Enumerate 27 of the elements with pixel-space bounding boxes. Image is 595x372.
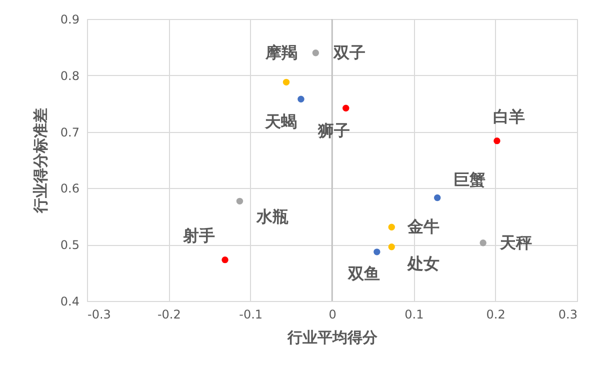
annotation: 双鱼 <box>346 264 380 283</box>
y-tick-label: 0.6 <box>60 182 80 196</box>
annotation: 狮子 <box>316 121 350 140</box>
x-tick-label: 0.2 <box>486 308 506 322</box>
x-tick-label: 0.3 <box>558 308 578 322</box>
y-tick-label: 0.9 <box>60 12 80 26</box>
annotation: 双子 <box>332 42 366 62</box>
y-tick-label: 0.7 <box>60 125 80 140</box>
x-tick-label: 0.1 <box>404 308 424 322</box>
annotation: 天蝎 <box>264 112 297 132</box>
annotation: 金牛 <box>406 217 440 236</box>
x-axis-title: 行业平均得分 <box>286 328 378 346</box>
x-tick-label: -0.1 <box>239 308 263 322</box>
x-tick-label: -0.3 <box>88 308 111 322</box>
y-tick-label: 0.5 <box>60 238 80 252</box>
annotation: 天秤 <box>499 232 532 252</box>
annotation: 水瓶 <box>256 207 289 226</box>
annotation: 处女 <box>406 254 440 273</box>
y-axis-title: 行业得分标准差 <box>31 108 50 214</box>
annotation: 射手 <box>182 226 216 245</box>
x-tick-label: -0.2 <box>157 308 181 322</box>
annotation: 摩羯 <box>264 43 298 62</box>
y-tick-label: 0.8 <box>60 68 80 83</box>
annotation: 巨蟹 <box>453 170 486 189</box>
x-tick-label: 0 <box>328 308 336 322</box>
annotation: 白羊 <box>492 106 525 126</box>
y-tick-label: 0.4 <box>60 294 80 308</box>
